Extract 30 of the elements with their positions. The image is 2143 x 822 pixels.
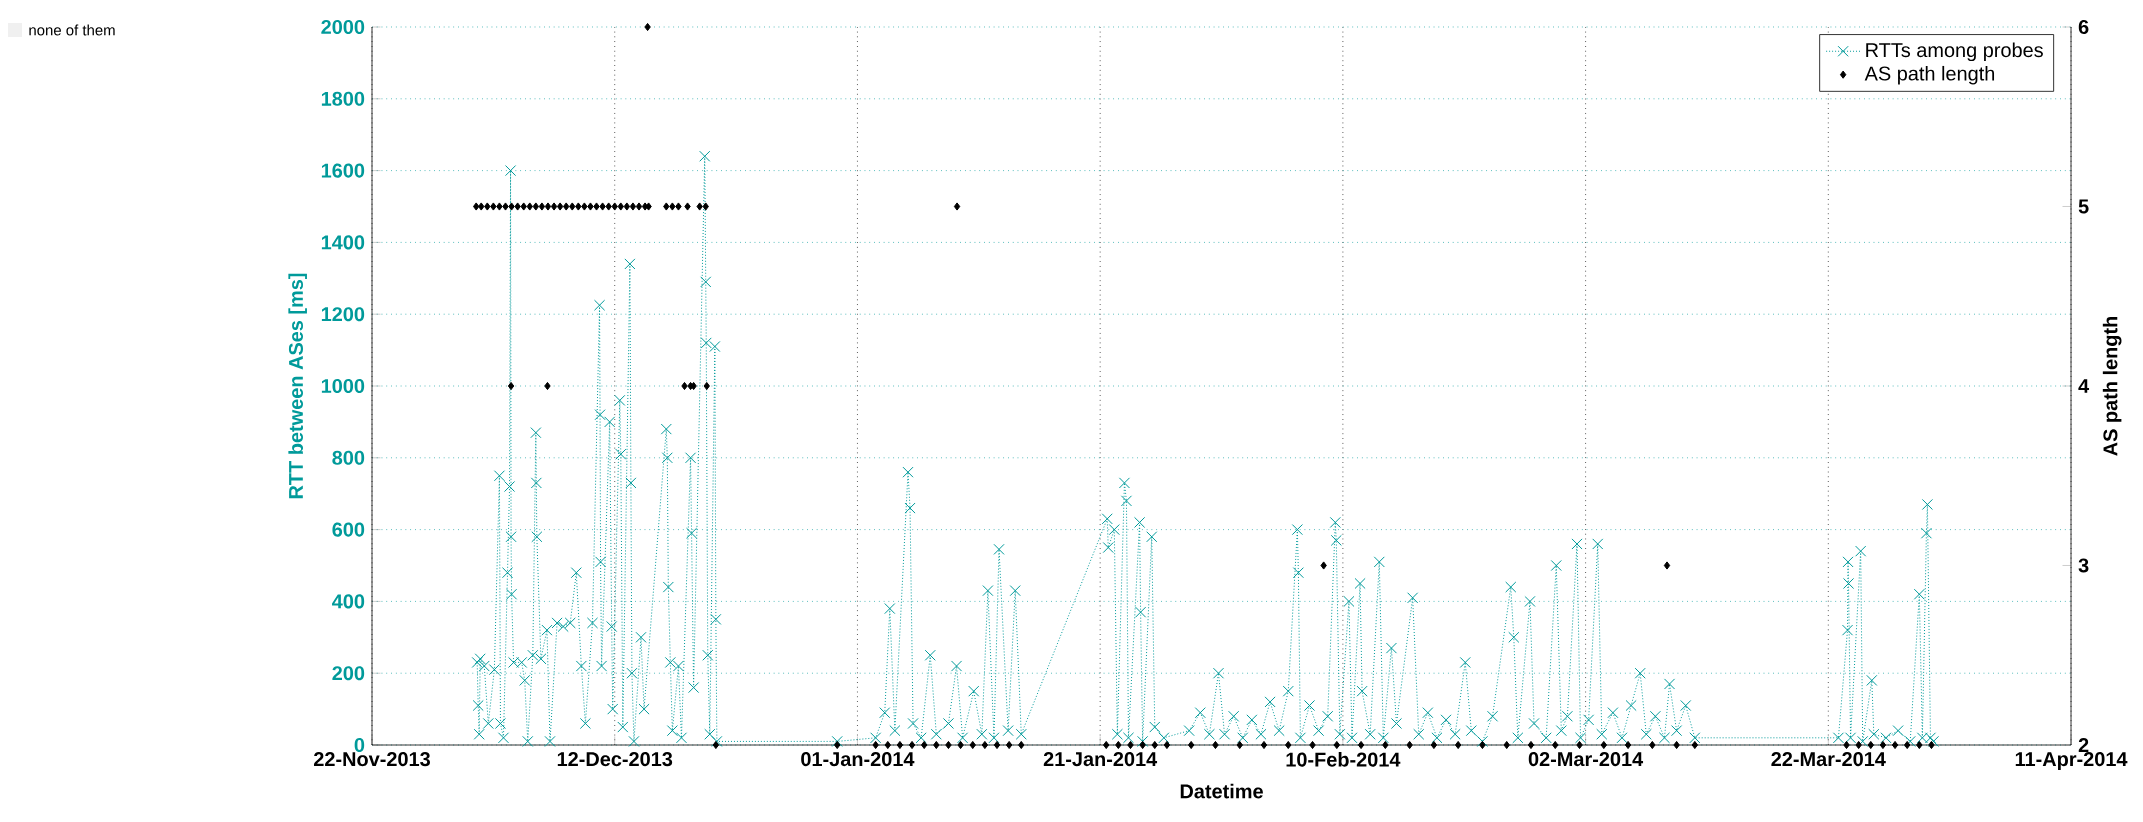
y2-tick-label: 4 [2078, 379, 2090, 393]
y-tick-label: 600 [332, 522, 365, 537]
y-tick-label: 1400 [321, 235, 365, 250]
x-tick-label: 12-Dec-2013 [557, 752, 673, 767]
y-tick-label: 800 [332, 450, 365, 465]
x-tick-label: 22-Mar-2014 [1771, 752, 1886, 767]
y2-tick-label: 6 [2078, 19, 2089, 35]
y-tick-label: 1000 [321, 378, 365, 394]
y-tick-label: 1200 [321, 307, 365, 322]
y-tick-label: 2000 [321, 19, 365, 35]
y-tick-label: 1600 [321, 163, 365, 178]
x-tick-label: 21-Jan-2014 [1043, 752, 1158, 767]
x-tick-label: 11-Apr-2014 [2015, 752, 2128, 771]
y-tick-label: 1800 [321, 91, 365, 106]
y2-tick-label: 2 [2078, 738, 2089, 752]
legend-label: RTTs among probes [1866, 42, 2043, 62]
y2-axis-title: AS path length [2102, 316, 2122, 456]
y-tick-label: 0 [354, 737, 365, 753]
y-axis-title: RTT between ASes [ms] [288, 273, 307, 499]
y-tick-label: 200 [332, 666, 365, 681]
x-tick-label: 02-Mar-2014 [1528, 752, 1644, 767]
y-tick-label: 400 [332, 594, 365, 609]
legend-label: AS path length [1864, 65, 1995, 85]
x-tick-label: 01-Jan-2014 [801, 752, 915, 767]
x-axis-title: Datetime [1180, 783, 1263, 799]
x-tick-label: 10-Feb-2014 [1286, 752, 1401, 767]
text: none of them [29, 24, 115, 36]
x-tick-label: 22-Nov-2013 [313, 752, 430, 767]
y2-tick-label: 5 [2078, 199, 2089, 214]
y2-tick-label: 3 [2078, 558, 2089, 573]
